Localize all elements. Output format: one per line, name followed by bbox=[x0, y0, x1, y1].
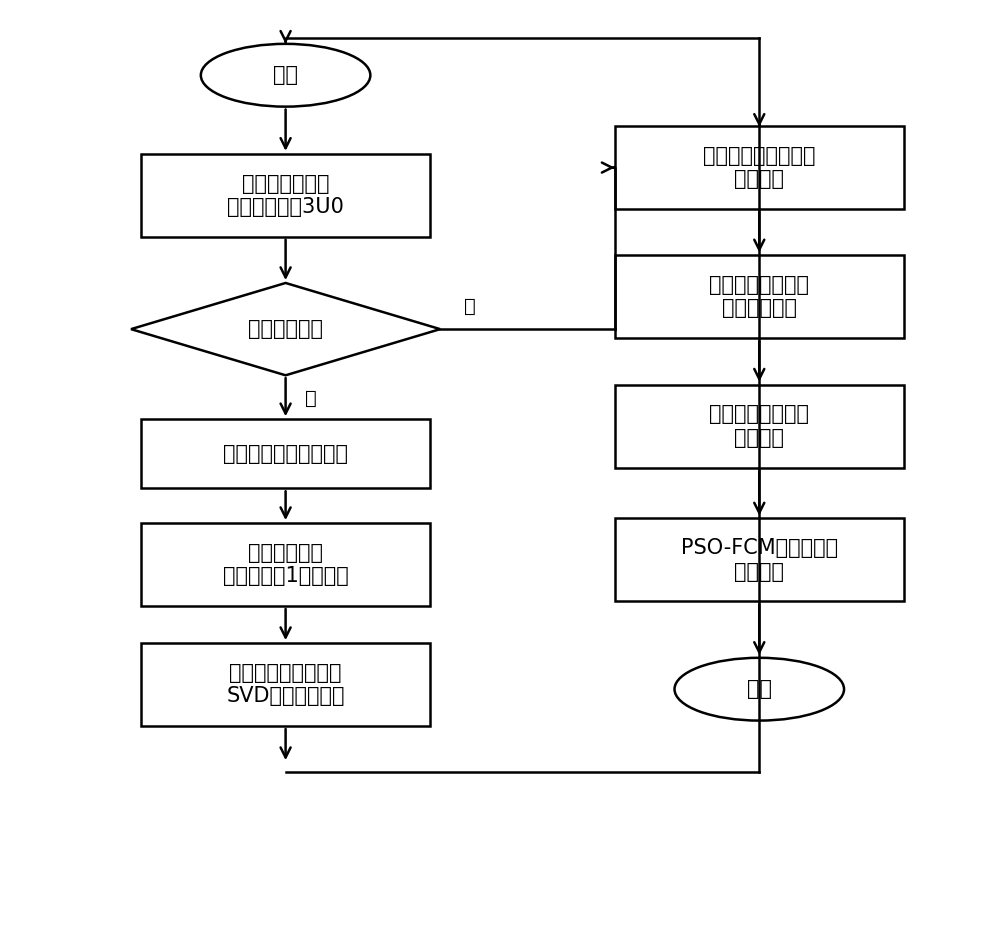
Bar bbox=[141, 154, 430, 237]
Text: 各出线暂态零序电流
SVD奇异分解滤波: 各出线暂态零序电流 SVD奇异分解滤波 bbox=[226, 663, 345, 707]
Text: 否: 否 bbox=[464, 296, 476, 316]
Text: 判断是否接地: 判断是否接地 bbox=[248, 319, 323, 339]
Text: 出线暂态零序电流
经验模态分解: 出线暂态零序电流 经验模态分解 bbox=[709, 275, 809, 319]
Text: 开始: 开始 bbox=[273, 65, 298, 85]
Text: 结束: 结束 bbox=[747, 679, 772, 699]
Text: 是: 是 bbox=[305, 389, 316, 407]
Bar bbox=[615, 256, 904, 338]
Bar bbox=[141, 419, 430, 488]
Text: 母线三相电压值
母线零序电压3U0: 母线三相电压值 母线零序电压3U0 bbox=[227, 174, 344, 217]
Bar bbox=[141, 523, 430, 607]
Text: PSO-FCM特征值提取
故障选线: PSO-FCM特征值提取 故障选线 bbox=[681, 538, 838, 582]
Text: 各出线暂态零序电流
形态滤波: 各出线暂态零序电流 形态滤波 bbox=[703, 146, 816, 189]
Text: 启动录波装置
事件节点后1周波数据: 启动录波装置 事件节点后1周波数据 bbox=[223, 543, 348, 586]
Bar bbox=[615, 384, 904, 468]
Text: 接地故障发生时刻确定: 接地故障发生时刻确定 bbox=[223, 444, 348, 464]
Text: 构造包含故障信息
模态矩阵: 构造包含故障信息 模态矩阵 bbox=[709, 405, 809, 447]
Bar bbox=[615, 519, 904, 602]
Bar bbox=[141, 643, 430, 726]
Bar bbox=[615, 126, 904, 209]
